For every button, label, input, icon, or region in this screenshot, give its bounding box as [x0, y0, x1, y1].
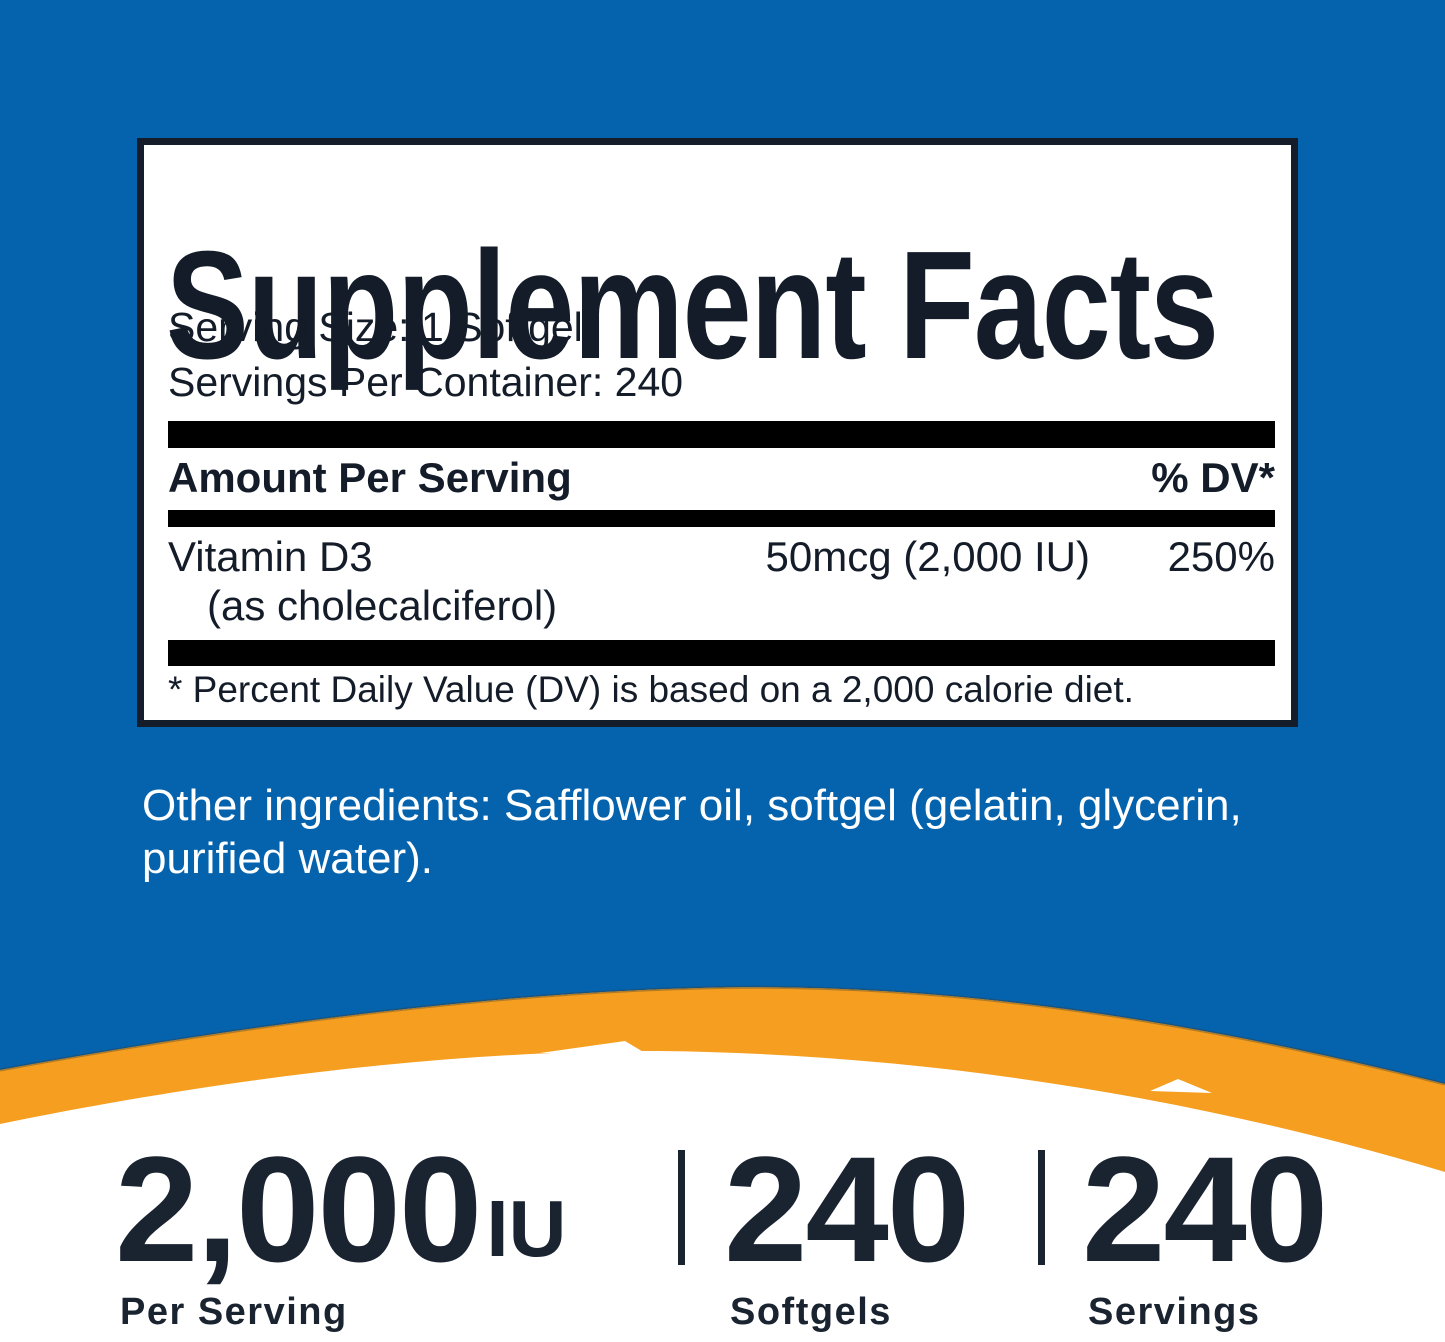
medium-divider-bar	[168, 510, 1275, 527]
stat-servings-value: 240	[1082, 1125, 1328, 1293]
percent-dv-label: % DV*	[1151, 454, 1275, 501]
stat-softgels-value: 240	[724, 1125, 970, 1293]
thick-divider-bar	[168, 421, 1275, 448]
thick-divider-bar-bottom	[168, 640, 1275, 666]
stat-value: 240	[1082, 1125, 1328, 1293]
serving-size: Serving Size: 1 Softgel	[168, 304, 583, 350]
swoosh-shadow-edge	[0, 985, 1445, 1086]
brush-notch-left	[540, 1041, 645, 1053]
stat-value: 2,000	[115, 1125, 482, 1293]
stat-per-serving-value: 2,000 IU	[115, 1134, 566, 1284]
stat-servings-label: Servings	[1088, 1291, 1261, 1333]
stat-softgels-label: Softgels	[730, 1291, 892, 1333]
stat-unit: IU	[486, 1184, 567, 1273]
brush-notch-right	[1150, 1079, 1212, 1093]
nutrient-row-vitamin-d3: Vitamin D3 50mcg (2,000 IU) 250%	[168, 536, 1275, 578]
nutrient-name-sub: (as cholecalciferol)	[207, 582, 558, 629]
stat-divider	[1038, 1150, 1045, 1265]
panel-title: Supplement Facts	[166, 220, 1219, 392]
stat-divider	[678, 1150, 685, 1265]
dv-footnote: * Percent Daily Value (DV) is based on a…	[168, 669, 1134, 710]
other-ingredients-text: Other ingredients: Safflower oil, softge…	[142, 781, 1242, 883]
stat-per-serving-label: Per Serving	[120, 1291, 348, 1333]
nutrient-amount: 50mcg (2,000 IU)	[765, 533, 1090, 580]
amount-header-row: Amount Per Serving % DV*	[168, 457, 1275, 499]
stat-value: 240	[724, 1125, 970, 1293]
supplement-facts-panel: Supplement Facts Serving Size: 1 Softgel…	[137, 138, 1298, 727]
orange-swoosh	[0, 987, 1445, 1172]
nutrient-dv: 250%	[1167, 533, 1275, 580]
servings-per-container: Servings Per Container: 240	[168, 359, 684, 405]
nutrient-name: Vitamin D3	[168, 533, 373, 580]
amount-per-serving-label: Amount Per Serving	[168, 454, 572, 501]
